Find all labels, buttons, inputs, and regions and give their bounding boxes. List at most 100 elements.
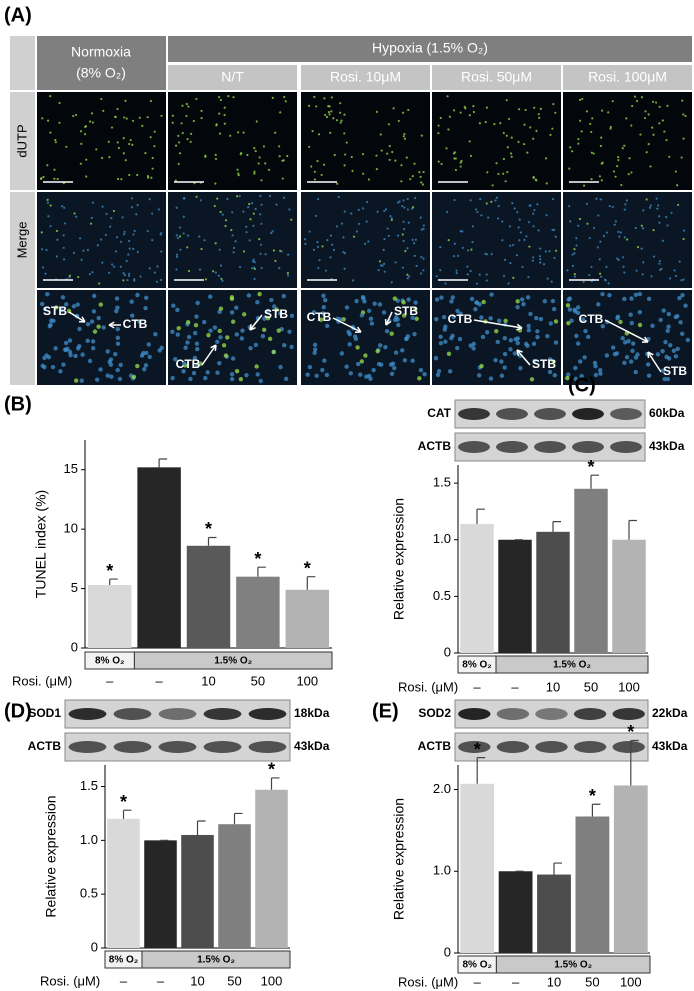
cell-dot xyxy=(44,353,49,358)
header-cell xyxy=(301,65,430,90)
cell-dot xyxy=(568,205,571,208)
cell-dot xyxy=(101,325,106,330)
y-tick-label: 0 xyxy=(444,944,451,959)
cell-dot xyxy=(171,303,176,308)
cell-dot xyxy=(281,177,284,180)
cell-dot xyxy=(497,204,500,208)
cell-dot xyxy=(128,247,131,250)
cell-dot xyxy=(136,250,139,253)
cell-dot xyxy=(381,264,384,267)
cell-dot xyxy=(343,113,346,116)
cell-dot xyxy=(469,296,475,302)
cell-dot xyxy=(611,205,614,209)
cell-dot xyxy=(479,363,484,369)
cell-dot xyxy=(350,155,353,159)
cell-dot xyxy=(444,282,447,285)
cell-dot xyxy=(322,358,327,363)
cell-dot xyxy=(577,137,580,141)
blot-band xyxy=(535,708,568,720)
arrow-head xyxy=(384,318,392,326)
cell-dot xyxy=(640,247,643,250)
cell-dot xyxy=(314,214,317,218)
cell-dot xyxy=(571,253,574,256)
cell-dot xyxy=(108,156,111,159)
cell-dot xyxy=(458,311,463,316)
cell-dot xyxy=(75,302,80,307)
cell-dot xyxy=(575,237,578,240)
cell-dot xyxy=(283,376,289,382)
group-label: 1.5% O₂ xyxy=(214,656,252,667)
cell-dot xyxy=(221,213,224,216)
cell-dot xyxy=(453,242,456,245)
cell-dot xyxy=(355,230,359,233)
micrograph xyxy=(37,92,166,190)
cell-dot xyxy=(551,127,554,130)
cell-dot xyxy=(289,344,294,350)
cell-dot xyxy=(80,352,85,357)
cell-dot xyxy=(139,275,142,278)
cell-dot xyxy=(471,240,474,244)
zoom-label: CTB xyxy=(176,357,201,371)
cell-dot xyxy=(499,122,502,125)
cell-dot xyxy=(175,234,178,237)
cell-dot xyxy=(447,128,450,131)
cell-dot xyxy=(573,248,576,251)
cell-dot xyxy=(607,111,610,114)
cell-dot xyxy=(220,277,223,280)
cell-dot xyxy=(670,211,673,214)
blot-band xyxy=(68,708,107,720)
arrow-head xyxy=(516,323,523,331)
x-tick-label: – xyxy=(120,973,128,988)
cell-dot xyxy=(644,110,647,113)
cell-dot xyxy=(238,265,242,269)
cell-dot xyxy=(316,159,319,163)
cell-dot xyxy=(403,137,407,140)
cell-dot xyxy=(496,217,500,220)
cell-dot xyxy=(521,302,526,307)
cell-dot xyxy=(91,293,97,299)
cell-dot xyxy=(386,152,389,155)
significance: * xyxy=(587,457,594,477)
cell-dot xyxy=(658,259,662,263)
x-tick-label: – xyxy=(512,974,520,989)
cell-dot xyxy=(237,131,240,134)
cell-dot xyxy=(321,293,326,298)
blot-band xyxy=(248,741,287,753)
bar xyxy=(285,589,330,648)
cell-dot xyxy=(367,178,371,181)
cell-dot xyxy=(551,359,556,364)
cell-dot xyxy=(410,315,415,321)
cell-dot xyxy=(62,258,66,261)
cell-dot xyxy=(67,349,73,355)
cell-dot xyxy=(195,300,200,306)
cell-dot xyxy=(218,335,223,340)
cell-dot xyxy=(515,340,520,346)
cell-dot xyxy=(573,376,578,382)
cell-dot xyxy=(513,207,516,210)
cell-dot xyxy=(119,265,122,268)
cell-dot xyxy=(546,277,549,280)
cell-dot xyxy=(499,359,504,364)
cell-dot xyxy=(186,234,190,237)
cell-dot xyxy=(542,263,546,266)
cell-dot xyxy=(625,117,628,120)
arrow xyxy=(473,319,523,329)
cell-dot xyxy=(253,170,256,173)
error-bar xyxy=(630,739,639,786)
cell-dot xyxy=(655,352,661,357)
cell-dot xyxy=(401,204,404,208)
cell-dot xyxy=(528,221,531,224)
cell-dot xyxy=(218,306,224,311)
cell-dot xyxy=(131,119,135,122)
cell-dot xyxy=(307,104,311,107)
cell-dot xyxy=(264,253,267,256)
cell-dot xyxy=(518,365,523,371)
cell-dot xyxy=(666,356,672,361)
arrow-head xyxy=(516,349,523,357)
blot-band xyxy=(458,441,490,453)
cell-dot xyxy=(113,352,118,357)
cell-dot xyxy=(581,97,584,101)
cell-dot xyxy=(63,206,66,209)
x-tick-label: – xyxy=(473,679,481,694)
cell-dot xyxy=(466,273,469,276)
